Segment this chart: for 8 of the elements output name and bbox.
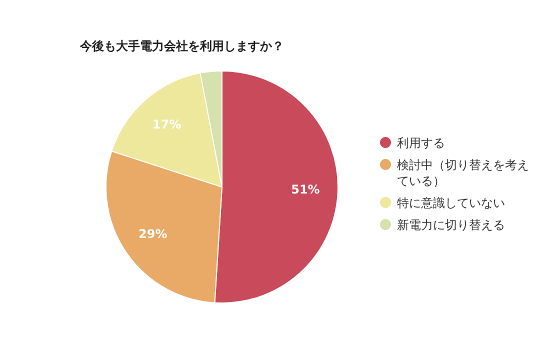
legend-label: 利用する [397,135,445,151]
data-label: 51% [291,182,320,197]
legend-label: 検討中（切り替えを考えている） [397,157,530,189]
legend-label: 特に意識していない [397,195,505,211]
data-label: 29% [138,226,168,241]
chart-title: 今後も大手電力会社を利用しますか？ [80,38,284,55]
legend-label: 新電力に切り替える [397,217,505,233]
data-label: 17% [152,117,182,132]
